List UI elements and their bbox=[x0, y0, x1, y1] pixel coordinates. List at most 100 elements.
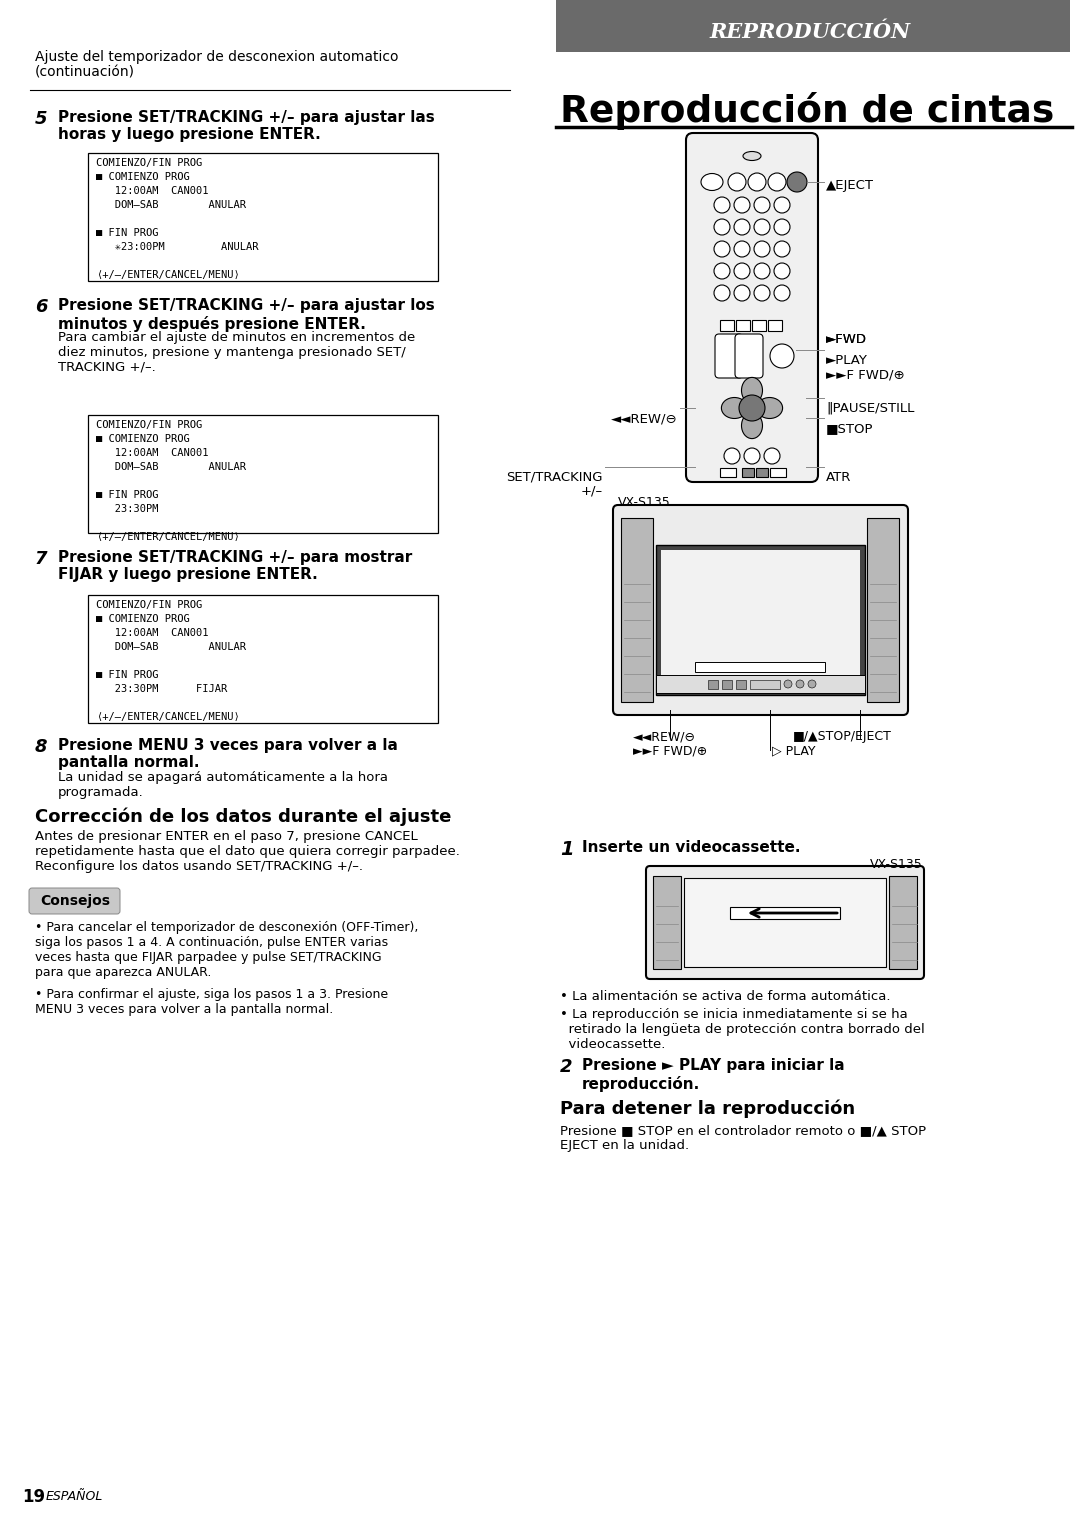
Text: 2: 2 bbox=[561, 1057, 572, 1076]
Bar bbox=[768, 320, 782, 330]
Circle shape bbox=[808, 680, 816, 688]
Text: COMIENZO/FIN PROG
■ COMIENZO PROG
   12:00AM  CAN001
   DOM–SAB        ANULAR

■: COMIENZO/FIN PROG ■ COMIENZO PROG 12:00A… bbox=[96, 420, 246, 542]
Text: ▷ PLAY: ▷ PLAY bbox=[772, 744, 815, 758]
Bar bbox=[735, 320, 750, 330]
Text: ESPAÑOL: ESPAÑOL bbox=[46, 1489, 104, 1503]
Bar bbox=[87, 595, 438, 723]
Circle shape bbox=[770, 344, 794, 368]
Circle shape bbox=[774, 197, 789, 214]
Text: Para cambiar el ajuste de minutos en incrementos de
diez minutos, presione y man: Para cambiar el ajuste de minutos en inc… bbox=[58, 330, 415, 374]
Circle shape bbox=[768, 173, 786, 191]
Circle shape bbox=[774, 264, 789, 279]
Text: Presione SET/TRACKING +/– para mostrar
FIJAR y luego presione ENTER.: Presione SET/TRACKING +/– para mostrar F… bbox=[58, 550, 413, 582]
Circle shape bbox=[784, 680, 792, 688]
FancyBboxPatch shape bbox=[29, 888, 120, 914]
Bar bbox=[87, 415, 438, 533]
Text: • Para confirmar el ajuste, siga los pasos 1 a 3. Presione
MENU 3 veces para vol: • Para confirmar el ajuste, siga los pas… bbox=[35, 988, 388, 1017]
Circle shape bbox=[754, 220, 770, 235]
Ellipse shape bbox=[757, 397, 783, 418]
Ellipse shape bbox=[721, 397, 747, 418]
Circle shape bbox=[724, 448, 740, 464]
Text: VX-S135: VX-S135 bbox=[870, 857, 922, 871]
Text: Antes de presionar ENTER en el paso 7, presione CANCEL
repetidamente hasta que e: Antes de presionar ENTER en el paso 7, p… bbox=[35, 830, 460, 873]
Circle shape bbox=[734, 197, 750, 214]
Bar bbox=[735, 680, 746, 689]
Text: ►FWD: ►FWD bbox=[826, 333, 867, 345]
Text: Corrección de los datos durante el ajuste: Corrección de los datos durante el ajust… bbox=[35, 807, 451, 826]
FancyBboxPatch shape bbox=[735, 333, 762, 379]
Text: Inserte un videocassette.: Inserte un videocassette. bbox=[582, 839, 800, 854]
Circle shape bbox=[739, 395, 765, 421]
Bar bbox=[889, 876, 917, 970]
Text: ATR: ATR bbox=[826, 471, 851, 483]
Circle shape bbox=[774, 220, 789, 235]
Circle shape bbox=[754, 241, 770, 258]
Text: ►FWD: ►FWD bbox=[826, 333, 867, 345]
Text: ▲EJECT: ▲EJECT bbox=[826, 179, 874, 192]
Circle shape bbox=[748, 173, 766, 191]
Text: • La alimentación se activa de forma automática.: • La alimentación se activa de forma aut… bbox=[561, 989, 891, 1003]
Text: ►►F FWD/⊕: ►►F FWD/⊕ bbox=[633, 744, 707, 758]
Circle shape bbox=[734, 220, 750, 235]
Text: Reproducción de cintas: Reproducción de cintas bbox=[561, 92, 1054, 130]
Text: COMIENZO/FIN PROG
■ COMIENZO PROG
   12:00AM  CAN001
   DOM–SAB        ANULAR

■: COMIENZO/FIN PROG ■ COMIENZO PROG 12:00A… bbox=[96, 158, 258, 280]
Text: Presione ■ STOP en el controlador remoto o ■/▲ STOP
EJECT en la unidad.: Presione ■ STOP en el controlador remoto… bbox=[561, 1124, 927, 1151]
Circle shape bbox=[714, 220, 730, 235]
Ellipse shape bbox=[743, 152, 761, 161]
Circle shape bbox=[796, 680, 804, 688]
Bar bbox=[723, 680, 732, 689]
Bar bbox=[770, 468, 786, 477]
Text: +/–: +/– bbox=[581, 485, 603, 498]
Circle shape bbox=[734, 241, 750, 258]
Ellipse shape bbox=[742, 377, 762, 403]
Circle shape bbox=[774, 285, 789, 301]
Bar bbox=[661, 550, 860, 689]
Circle shape bbox=[787, 173, 807, 192]
Text: REPRODUCCIÓN: REPRODUCCIÓN bbox=[710, 23, 910, 42]
Circle shape bbox=[754, 197, 770, 214]
Circle shape bbox=[714, 241, 730, 258]
Text: Presione SET/TRACKING +/– para ajustar los
minutos y después presione ENTER.: Presione SET/TRACKING +/– para ajustar l… bbox=[58, 298, 435, 332]
Ellipse shape bbox=[701, 174, 723, 191]
FancyBboxPatch shape bbox=[613, 504, 908, 715]
Bar bbox=[656, 676, 865, 692]
Circle shape bbox=[764, 448, 780, 464]
Bar bbox=[621, 518, 653, 701]
Circle shape bbox=[744, 448, 760, 464]
Bar bbox=[656, 545, 865, 695]
Text: • La reproducción se inicia inmediatamente si se ha
  retirado la lengüeta de pr: • La reproducción se inicia inmediatamen… bbox=[561, 1007, 924, 1051]
Bar bbox=[653, 876, 681, 970]
Text: SET/TRACKING: SET/TRACKING bbox=[507, 471, 603, 483]
Text: 7: 7 bbox=[35, 550, 48, 568]
Text: 5: 5 bbox=[35, 111, 48, 127]
Text: COMIENZO/FIN PROG
■ COMIENZO PROG
   12:00AM  CAN001
   DOM–SAB        ANULAR

■: COMIENZO/FIN PROG ■ COMIENZO PROG 12:00A… bbox=[96, 600, 246, 723]
Circle shape bbox=[734, 285, 750, 301]
Circle shape bbox=[714, 197, 730, 214]
Circle shape bbox=[714, 285, 730, 301]
Text: Presione SET/TRACKING +/– para ajustar las
horas y luego presione ENTER.: Presione SET/TRACKING +/– para ajustar l… bbox=[58, 111, 435, 142]
Text: Ajuste del temporizador de desconexion automatico: Ajuste del temporizador de desconexion a… bbox=[35, 50, 399, 64]
Bar bbox=[708, 680, 718, 689]
Text: Para detener la reproducción: Para detener la reproducción bbox=[561, 1100, 855, 1118]
Bar bbox=[756, 468, 768, 477]
Circle shape bbox=[714, 264, 730, 279]
Text: La unidad se apagará automáticamente a la hora
programada.: La unidad se apagará automáticamente a l… bbox=[58, 771, 388, 798]
Bar bbox=[867, 518, 899, 701]
Text: ■/▲STOP/EJECT: ■/▲STOP/EJECT bbox=[793, 730, 892, 742]
Bar bbox=[752, 320, 766, 330]
Circle shape bbox=[734, 264, 750, 279]
Text: ◄◄REW/⊖: ◄◄REW/⊖ bbox=[633, 730, 696, 742]
Circle shape bbox=[728, 173, 746, 191]
Bar bbox=[742, 468, 754, 477]
Bar bbox=[750, 680, 780, 689]
Bar bbox=[720, 468, 735, 477]
FancyBboxPatch shape bbox=[715, 333, 743, 379]
Text: ■STOP: ■STOP bbox=[826, 423, 874, 435]
Bar bbox=[696, 662, 825, 673]
FancyBboxPatch shape bbox=[646, 867, 924, 979]
Bar bbox=[720, 320, 734, 330]
Ellipse shape bbox=[742, 412, 762, 439]
Text: VX-S135: VX-S135 bbox=[618, 495, 671, 509]
Text: 1: 1 bbox=[561, 839, 573, 859]
Text: ►PLAY: ►PLAY bbox=[826, 355, 868, 367]
